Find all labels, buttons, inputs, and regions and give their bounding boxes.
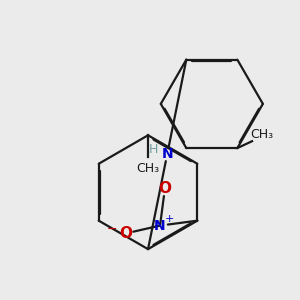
Text: H: H (149, 143, 158, 156)
Text: N: N (161, 147, 173, 161)
Text: N: N (154, 219, 166, 232)
Text: +: + (165, 214, 175, 224)
Text: CH₃: CH₃ (136, 162, 160, 175)
Text: O: O (158, 181, 171, 196)
Text: O: O (119, 226, 132, 241)
Text: −: − (107, 223, 117, 236)
Text: CH₃: CH₃ (250, 128, 274, 141)
